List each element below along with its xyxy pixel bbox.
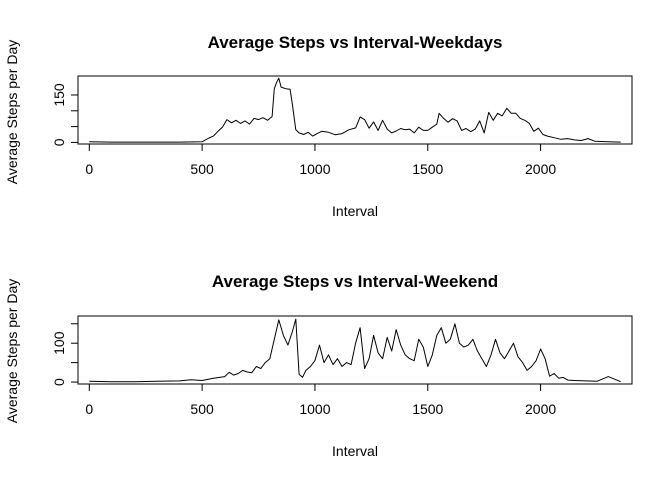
x-axis-label: Interval [332,203,378,219]
y-axis: 0 150 [51,83,79,146]
x-tick-label: 0 [85,401,93,417]
chart-panel-weekdays: Average Steps vs Interval-Weekdays Inter… [4,33,633,219]
chart-title: Average Steps vs Interval-Weekend [212,272,498,291]
y-axis-label: Average Steps per Day [4,279,20,424]
x-tick-label: 500 [190,401,214,417]
series-layer [89,77,621,143]
x-axis: 0 500 1000 1500 2000 [85,383,556,417]
x-tick-label: 500 [190,161,214,177]
y-tick-label: 0 [51,378,67,386]
x-axis: 0 500 1000 1500 2000 [85,143,556,177]
x-tick-label: 1500 [412,161,443,177]
x-axis-label: Interval [332,443,378,459]
chart-panel-weekend: Average Steps vs Interval-Weekend Interv… [4,272,633,459]
x-tick-label: 2000 [525,401,556,417]
plot-frame [77,75,633,145]
x-tick-label: 1000 [299,401,330,417]
x-tick-label: 1500 [412,401,443,417]
x-tick-label: 0 [85,161,93,177]
y-tick-label: 100 [51,331,67,355]
y-tick-label: 150 [51,83,67,107]
chart-title: Average Steps vs Interval-Weekdays [208,33,503,52]
x-tick-label: 2000 [525,161,556,177]
series-line [89,77,621,143]
x-tick-label: 1000 [299,161,330,177]
y-axis-label: Average Steps per Day [4,40,20,185]
y-axis: 0 100 [51,323,79,386]
series-line [89,318,621,383]
series-layer [89,318,621,383]
y-tick-label: 0 [51,138,67,146]
